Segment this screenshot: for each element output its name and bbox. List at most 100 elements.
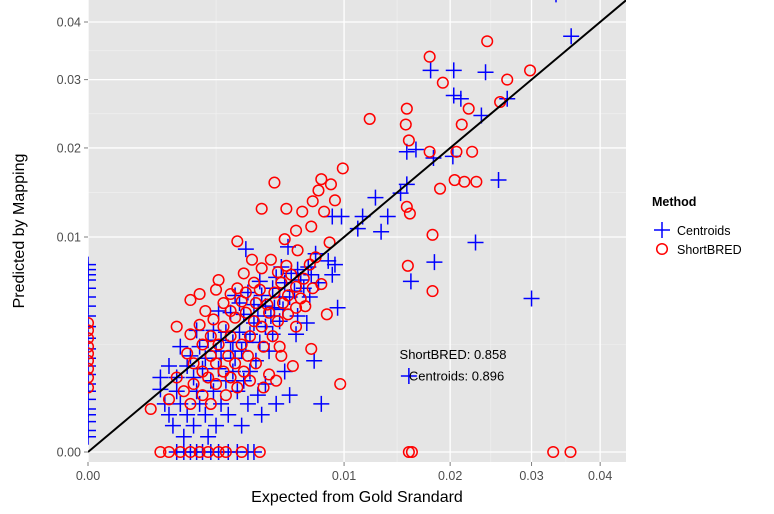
centroids-point (88, 366, 96, 383)
centroids-point (205, 383, 222, 400)
shortbred-point (184, 293, 197, 307)
centroids-point (197, 406, 214, 423)
shortbred-point (306, 282, 319, 295)
legend-key-centroids (654, 222, 670, 238)
centroids-point (306, 352, 323, 369)
shortbred-point (209, 357, 223, 370)
shortbred-point (289, 320, 303, 333)
shortbred-point (249, 357, 262, 370)
legend-label-shortbred: ShortBRED (677, 243, 742, 257)
centroids-point (168, 383, 185, 400)
y-tick-label: 0.02 (57, 141, 81, 155)
identity-line (88, 0, 626, 453)
shortbred-point (401, 259, 414, 272)
centroids-point (445, 62, 462, 79)
shortbred-point (243, 374, 257, 387)
shortbred-point (224, 371, 237, 384)
shortbred-point (219, 389, 232, 402)
shortbred-point (285, 268, 298, 281)
shortbred-point (273, 340, 286, 353)
shortbred-point (280, 259, 293, 272)
centroids-point (402, 273, 419, 290)
shortbred-point (289, 224, 303, 237)
shortbred-series (88, 35, 577, 459)
shortbred-point (275, 349, 288, 362)
centroids-point (298, 315, 315, 331)
shortbred-point (253, 445, 266, 459)
annotation-text: Centroids: 0.896 (409, 368, 504, 383)
shortbred-point (266, 330, 279, 343)
y-tick-label: 0.03 (57, 73, 81, 87)
shortbred-point (207, 313, 220, 326)
x-tick-label: 0.04 (588, 469, 612, 483)
centroids-point (239, 395, 256, 412)
centroids-point (452, 90, 469, 107)
centroids-point (373, 223, 390, 240)
shortbred-point (209, 283, 223, 296)
shortbred-point (402, 445, 415, 459)
shortbred-point (255, 320, 268, 333)
centroids-point (288, 326, 305, 343)
shortbred-point (231, 235, 244, 248)
shortbred-point (217, 320, 230, 333)
shortbred-point (524, 64, 537, 77)
shortbred-point (222, 349, 235, 362)
correlation-annotations: ShortBRED: 0.858 Centroids: 0.896 (400, 347, 507, 383)
shortbred-point (243, 330, 257, 343)
centroids-point (191, 338, 208, 355)
centroids-point (268, 395, 285, 412)
centroids-point (231, 295, 248, 312)
centroids-point (313, 395, 330, 412)
shortbred-point (170, 320, 183, 333)
centroids-point (172, 338, 189, 355)
x-tick-labels: 0.00 0.01 0.02 0.03 0.04 (76, 462, 612, 483)
centroids-point (329, 299, 346, 316)
centroids-point (229, 383, 246, 400)
shortbred-point (547, 445, 560, 459)
centroids-point (249, 387, 266, 404)
shortbred-point (187, 377, 200, 391)
x-tick-label: 0.03 (519, 469, 543, 483)
shortbred-point (204, 397, 217, 410)
shortbred-point (257, 340, 270, 353)
shortbred-point (88, 316, 95, 330)
centroids-point (241, 363, 258, 380)
shortbred-point (306, 195, 319, 208)
shortbred-point (334, 377, 347, 391)
centroids-point (426, 254, 443, 271)
shortbred-point (278, 233, 291, 246)
x-tick-label: 0.02 (438, 469, 462, 483)
shortbred-point (297, 272, 310, 285)
centroids-point (88, 391, 96, 408)
shortbred-point (436, 76, 449, 89)
centroids-point (88, 261, 96, 278)
shortbred-point (501, 73, 514, 86)
centroids-point (257, 318, 274, 335)
centroids-point (185, 369, 202, 386)
centroids-point (477, 64, 494, 81)
x-tick-label: 0.01 (332, 469, 356, 483)
centroids-point (88, 280, 96, 297)
centroids-point (324, 266, 341, 283)
centroids-point (276, 363, 293, 380)
centroids-point (253, 287, 270, 304)
legend-label-centroids: Centroids (677, 224, 731, 238)
y-tick-label: 0.00 (57, 446, 81, 460)
legend-key-shortbred (655, 242, 669, 256)
shortbred-point (286, 359, 299, 373)
shortbred-point (291, 244, 304, 257)
shortbred-point (196, 338, 209, 351)
shortbred-point (305, 342, 318, 355)
shortbred-point (247, 276, 261, 289)
shortbred-point (405, 445, 418, 459)
shortbred-point (328, 194, 342, 207)
shortbred-point (564, 445, 577, 459)
shortbred-point (184, 445, 197, 459)
centroids-point (407, 141, 424, 158)
shortbred-point (268, 176, 281, 189)
centroids-point (164, 417, 181, 434)
shortbred-point (289, 301, 303, 314)
centroids-point (445, 87, 462, 104)
minor-gridlines (88, 0, 626, 462)
shortbred-point (229, 311, 242, 324)
